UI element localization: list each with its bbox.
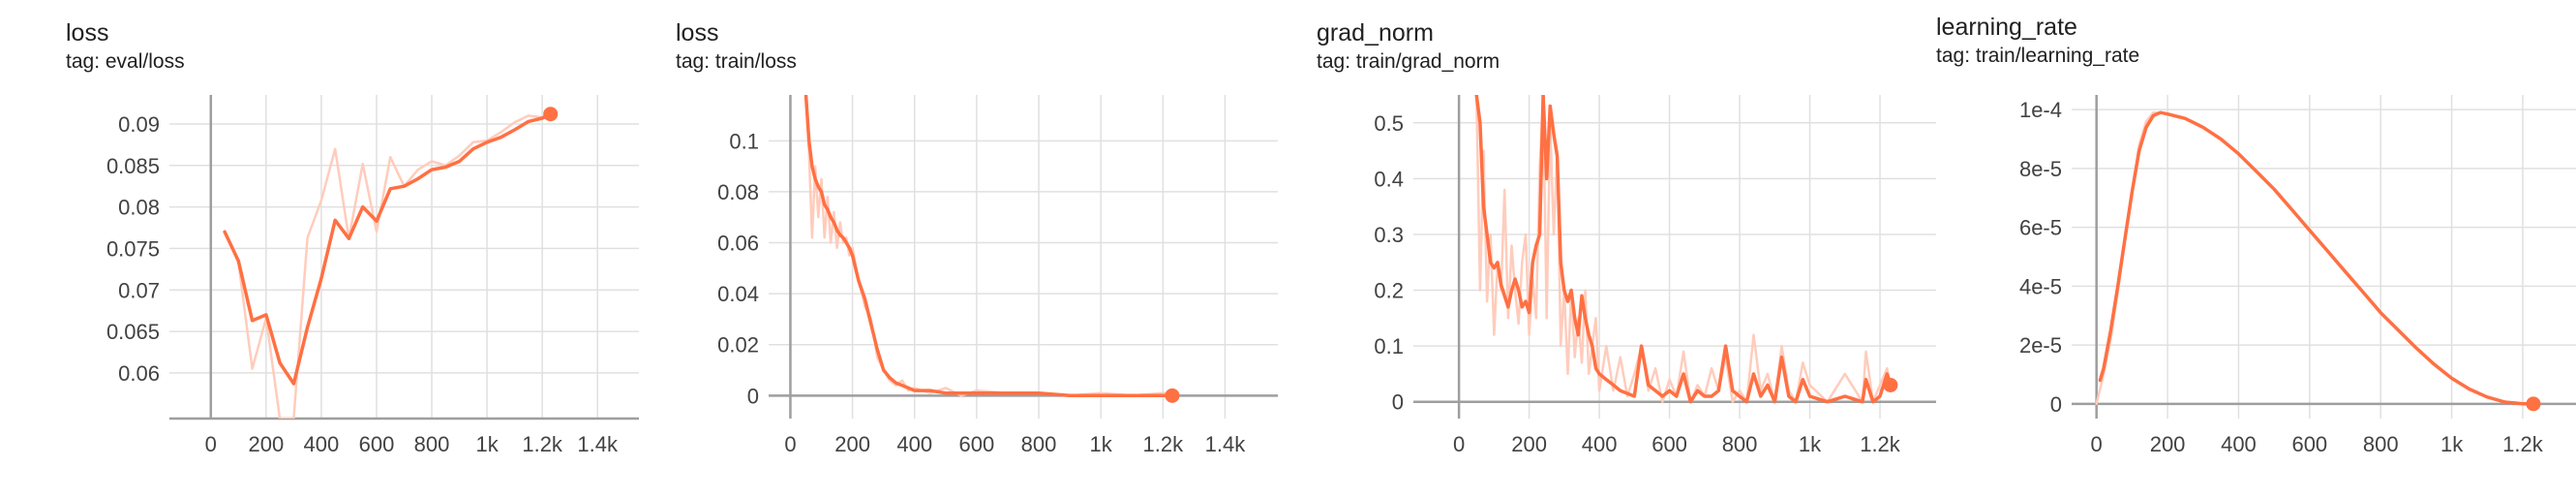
x-tick-label: 600 <box>1652 432 1687 456</box>
x-tick-label: 0 <box>784 432 796 456</box>
chart-eval-loss: 0 200 400 600 800 1k 1.2k 1.4k 0.06 0.065 0.07 0.07… <box>106 95 639 456</box>
raw-series-line <box>804 95 1174 397</box>
last-point-marker[interactable] <box>543 107 559 122</box>
x-tick-label: 1.2k <box>2502 432 2544 456</box>
y-tick-label: 0 <box>1392 390 1404 415</box>
smoothed-series-line <box>1474 95 1893 404</box>
chart-card-train-loss: loss tag: train/loss 0 200 400 600 800 1k 1.2k… <box>639 0 1278 498</box>
x-tick-label: 1.2k <box>1860 432 1901 456</box>
y-tick-label: 0.5 <box>1374 111 1404 136</box>
x-tick-label: 1k <box>1090 432 1113 456</box>
chart-subtitle: tag: train/grad_norm <box>1317 50 1500 73</box>
chart-subtitle: tag: eval/loss <box>66 50 185 73</box>
y-tick-label: 2e-5 <box>2019 333 2062 358</box>
last-point-marker[interactable] <box>1165 388 1180 403</box>
x-tick-label: 1k <box>2440 432 2464 456</box>
x-tick-label: 600 <box>959 432 995 456</box>
y-tick-label: 0.065 <box>106 320 160 344</box>
x-tick-label: 800 <box>414 432 450 456</box>
y-tick-label: 0.085 <box>106 154 160 178</box>
x-tick-label: 200 <box>2150 432 2186 456</box>
chart-title: loss <box>676 19 719 47</box>
y-tick-label: 0 <box>2050 392 2062 417</box>
x-tick-label: 0 <box>2091 432 2103 456</box>
x-tick-label: 1k <box>1799 432 1822 456</box>
smoothed-series-line <box>223 111 553 386</box>
chart-title: learning_rate <box>1936 14 2077 41</box>
chart-card-learning-rate: learning_rate tag: train/learning_rate 0… <box>1936 0 2576 498</box>
raw-series-line <box>2095 110 2535 406</box>
y-tick-label: 0.4 <box>1374 167 1404 191</box>
last-point-marker[interactable] <box>1883 377 1898 392</box>
chart-train-loss: 0 200 400 600 800 1k 1.2k 1.4k 0 0.02 0.04 0.06 0.08… <box>717 95 1278 456</box>
smoothed-series-line <box>803 95 1174 398</box>
y-tick-label: 0.09 <box>118 112 160 137</box>
x-tick-label: 400 <box>896 432 932 456</box>
chart-title: loss <box>66 19 109 47</box>
y-tick-label: 0.1 <box>1374 334 1404 358</box>
x-tick-label: 600 <box>2291 432 2327 456</box>
x-tick-label: 800 <box>1021 432 1057 456</box>
y-tick-label: 0.08 <box>717 180 759 204</box>
y-tick-label: 6e-5 <box>2019 216 2062 240</box>
x-tick-label: 0 <box>1453 432 1465 456</box>
x-tick-label: 600 <box>359 432 395 456</box>
chart-card-eval-loss: loss tag: eval/loss 0 200 400 600 800 1k 1.2k 1… <box>0 0 639 498</box>
x-tick-label: 400 <box>1582 432 1618 456</box>
x-tick-label: 200 <box>1511 432 1547 456</box>
x-tick-label: 0 <box>205 432 217 456</box>
y-tick-label: 8e-5 <box>2019 157 2062 181</box>
x-tick-label: 1.4k <box>577 432 619 456</box>
y-tick-label: 0 <box>747 384 759 408</box>
x-tick-label: 400 <box>2221 432 2257 456</box>
y-tick-label: 4e-5 <box>2019 274 2062 298</box>
y-tick-label: 0.02 <box>717 333 759 358</box>
y-tick-label: 1e-4 <box>2019 98 2062 122</box>
y-tick-label: 0.075 <box>106 236 160 261</box>
raw-series-line <box>223 112 552 419</box>
chart-title: grad_norm <box>1317 19 1434 47</box>
x-tick-label: 1.4k <box>1205 432 1247 456</box>
y-tick-label: 0.3 <box>1374 223 1404 247</box>
y-tick-label: 0.2 <box>1374 279 1404 303</box>
x-tick-label: 200 <box>248 432 284 456</box>
chart-subtitle: tag: train/loss <box>676 50 797 73</box>
x-tick-label: 1.2k <box>1143 432 1185 456</box>
y-tick-label: 0.04 <box>717 282 759 306</box>
x-tick-label: 200 <box>834 432 870 456</box>
smoothed-series-line <box>2098 110 2535 406</box>
x-tick-label: 800 <box>1722 432 1758 456</box>
chart-subtitle: tag: train/learning_rate <box>1936 45 2140 67</box>
raw-series-line <box>1474 95 1893 403</box>
chart-grad-norm: 0 200 400 600 800 1k 1.2k 0 0.1 0.2 0.3 0.4 0.5 <box>1374 95 1936 456</box>
x-tick-label: 800 <box>2363 432 2399 456</box>
x-tick-label: 400 <box>304 432 340 456</box>
y-tick-label: 0.06 <box>717 232 759 256</box>
chart-learning-rate: 0 200 400 600 800 1k 1.2k 0 2e-5 4e-5 6e-5 8e-5 1e-4 <box>2019 95 2576 456</box>
y-tick-label: 0.07 <box>118 278 160 302</box>
x-tick-label: 1k <box>475 432 499 456</box>
y-tick-label: 0.06 <box>118 361 160 386</box>
x-tick-label: 1.2k <box>522 432 563 456</box>
y-tick-label: 0.08 <box>118 196 160 220</box>
last-point-marker[interactable] <box>2526 396 2541 412</box>
y-tick-label: 0.1 <box>729 129 759 153</box>
chart-card-grad-norm: grad_norm tag: train/grad_norm 0 200 400 60… <box>1278 0 1936 498</box>
